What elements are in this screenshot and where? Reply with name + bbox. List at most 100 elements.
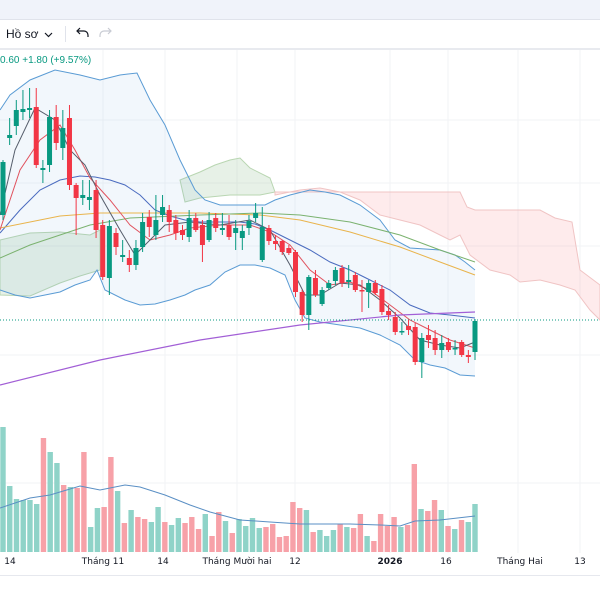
candle-up [319,287,325,306]
candle-body [120,255,126,257]
candle-up [472,319,478,360]
volume-bar-down [162,522,168,552]
time-axis-label: 13 [574,557,586,567]
volume-bar-down [263,527,269,552]
volume-bar-down [296,508,303,552]
volume-bar-up [243,526,249,552]
volume-bar-up [222,521,229,552]
volume-bar-down [195,529,202,552]
candle-down [312,270,318,297]
candle-up [120,240,126,262]
profile-menu-button[interactable]: Hồ sơ [0,22,59,46]
candle-down [193,213,199,232]
candle-down [286,245,292,255]
candle-body [179,230,185,235]
candle-body [339,268,345,283]
candle-up [0,160,6,220]
candle-body [445,342,451,350]
candle-up [219,213,225,235]
ichimoku-cloud-bullish [179,157,276,203]
candle-down [53,105,59,150]
candle-down [465,350,471,363]
candle-body [293,252,299,292]
ma-200-purple-line [0,311,476,386]
candle-up [206,212,212,242]
candle-body [472,321,478,352]
volume-bar-up [87,527,94,552]
candle-down [339,265,345,287]
candle-body [386,311,392,315]
volume-bar-down [229,533,235,552]
candle-down [412,323,418,365]
candle-up [306,275,312,330]
volume-bar-up [364,536,370,552]
candle-down [213,213,219,232]
candle-body [352,275,358,290]
candle-up [86,180,92,210]
candle-body [253,213,259,218]
candle-body [173,220,179,233]
candle-body [7,135,13,138]
undo-button[interactable] [72,23,94,45]
candle-body [359,290,365,292]
candle-down [379,285,385,315]
volume-bar-up [0,427,6,552]
ichimoku-cloud-bearish [274,187,600,321]
candle-body [379,289,385,312]
candle-down [293,250,299,297]
candle-down [425,325,431,348]
candle-body [140,222,146,247]
candle-down [299,290,305,322]
volume-bar-down [371,541,377,552]
volume-bar-down [135,517,141,552]
volume-bar-up [236,519,242,552]
candles [0,88,478,378]
volume-bar-down [411,464,418,552]
candle-body [246,221,252,228]
volume-bar-down [141,519,148,552]
legend-change: +1.80 [22,55,48,66]
profile-label: Hồ sơ [6,27,39,41]
volume-bar-down [357,514,364,552]
volume-bar-up [7,486,13,552]
ma-mid-red-line [0,124,476,349]
candle-body [306,277,312,315]
volume-bar-up [128,510,134,552]
volume-bar-down [431,500,438,552]
candle-up [186,210,192,242]
volume-bar-down [290,502,296,552]
candle-body [219,228,225,230]
time-axis-label: 14 [4,557,16,567]
candle-body [60,128,66,148]
legend-change-pct: (+9.57%) [50,55,92,66]
candle-down [100,220,106,280]
volume-bar-up [114,491,121,552]
volume-bar-down [276,537,283,552]
candle-up [80,180,86,205]
candle-up [259,207,265,262]
candle-body [0,162,6,215]
volume-bar-down [384,526,391,552]
candle-body [13,110,19,126]
volume-bar-up [175,518,182,552]
candle-down [279,240,285,255]
window-top-strip [0,0,600,20]
volume-bar-down [445,526,451,552]
candle-up [326,280,332,290]
candle-down [199,220,205,262]
volume-bar-down [270,524,276,552]
volume-bar-down [425,511,431,552]
candle-body [199,225,205,245]
redo-button[interactable] [94,23,116,45]
candle-body [299,292,305,315]
ma-long-green-line [0,212,476,263]
candle-body [86,197,92,200]
bollinger-lower-line [0,264,476,377]
candle-body [326,283,332,288]
volume-bar-down [458,520,465,552]
volume-bar-down [404,525,411,552]
candle-up [133,240,139,270]
time-axis-label: 2026 [377,557,403,567]
volume-bar-up [27,500,33,552]
